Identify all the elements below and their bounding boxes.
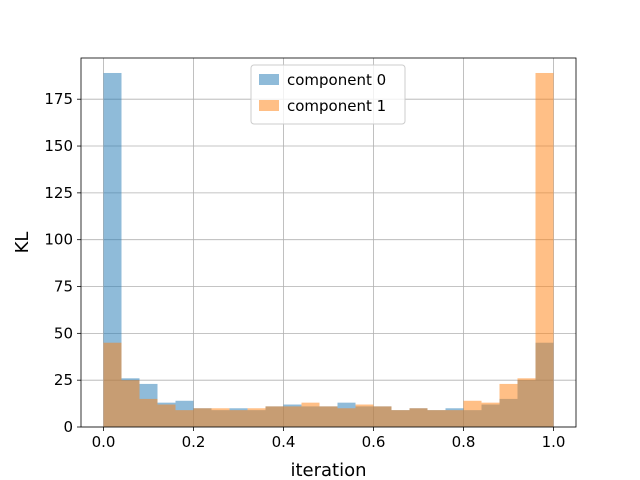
x-tick-label: 0.8 bbox=[452, 433, 476, 451]
bar-series-1-bin-16 bbox=[391, 410, 410, 427]
bar-series-1-bin-5 bbox=[193, 408, 212, 427]
y-tick-label: 75 bbox=[54, 278, 73, 296]
bar-series-1-bin-6 bbox=[211, 408, 230, 427]
legend-label-1: component 1 bbox=[287, 97, 386, 115]
x-tick-label: 0.6 bbox=[362, 433, 386, 451]
x-tick-label: 1.0 bbox=[542, 433, 566, 451]
y-tick-label: 50 bbox=[54, 324, 73, 342]
bar-series-1-bin-8 bbox=[247, 408, 266, 427]
bar-series-1-bin-15 bbox=[373, 406, 392, 427]
x-axis-label: iteration bbox=[290, 460, 366, 480]
bar-series-1-bin-24 bbox=[535, 72, 554, 427]
bar-series-1-bin-14 bbox=[355, 404, 374, 427]
x-tick-label: 0.2 bbox=[182, 433, 206, 451]
bar-series-1-bin-9 bbox=[265, 406, 284, 427]
legend-swatch-0 bbox=[259, 74, 279, 85]
bar-series-1-bin-7 bbox=[229, 410, 248, 427]
y-axis-label: KL bbox=[12, 232, 33, 254]
bar-series-1-bin-0 bbox=[103, 342, 122, 427]
plot-frame bbox=[80, 57, 577, 428]
bar-series-1-bin-11 bbox=[301, 402, 320, 427]
y-tick-label: 175 bbox=[44, 90, 73, 108]
bar-series-1-bin-20 bbox=[463, 400, 482, 427]
legend-label-0: component 0 bbox=[287, 71, 386, 89]
axis-ticks: 0.0 0.2 0.4 0.6 0.8 1.0 0 25 50 75 100 125 150 175 bbox=[44, 90, 565, 451]
histogram-bars bbox=[103, 72, 554, 427]
legend: component 0 component 1 bbox=[250, 64, 406, 125]
bar-series-1-bin-1 bbox=[121, 380, 140, 427]
legend-box bbox=[250, 64, 406, 125]
bar-series-1-bin-22 bbox=[499, 383, 518, 427]
x-tick-label: 0.4 bbox=[272, 433, 296, 451]
bar-series-1-bin-3 bbox=[157, 404, 176, 427]
bar-series-1-bin-18 bbox=[427, 410, 446, 427]
bar-series-0-bin-0 bbox=[103, 72, 122, 427]
bar-series-1-bin-10 bbox=[283, 406, 302, 427]
bar-series-1-bin-12 bbox=[319, 406, 338, 427]
x-tick-label: 0.0 bbox=[92, 433, 116, 451]
y-tick-label: 150 bbox=[44, 137, 73, 155]
bar-series-1-bin-2 bbox=[139, 398, 158, 427]
bar-series-1-bin-13 bbox=[337, 408, 356, 427]
y-tick-label: 25 bbox=[54, 371, 73, 389]
y-tick-label: 125 bbox=[44, 184, 73, 202]
y-tick-label: 0 bbox=[63, 418, 73, 436]
legend-swatch-1 bbox=[259, 100, 279, 111]
bar-series-1-bin-4 bbox=[175, 410, 194, 427]
bar-series-1-bin-17 bbox=[409, 408, 428, 427]
bar-series-1-bin-19 bbox=[445, 410, 464, 427]
bar-series-1-bin-21 bbox=[481, 402, 500, 427]
bar-series-1-bin-23 bbox=[517, 378, 536, 427]
y-tick-label: 100 bbox=[44, 231, 73, 249]
